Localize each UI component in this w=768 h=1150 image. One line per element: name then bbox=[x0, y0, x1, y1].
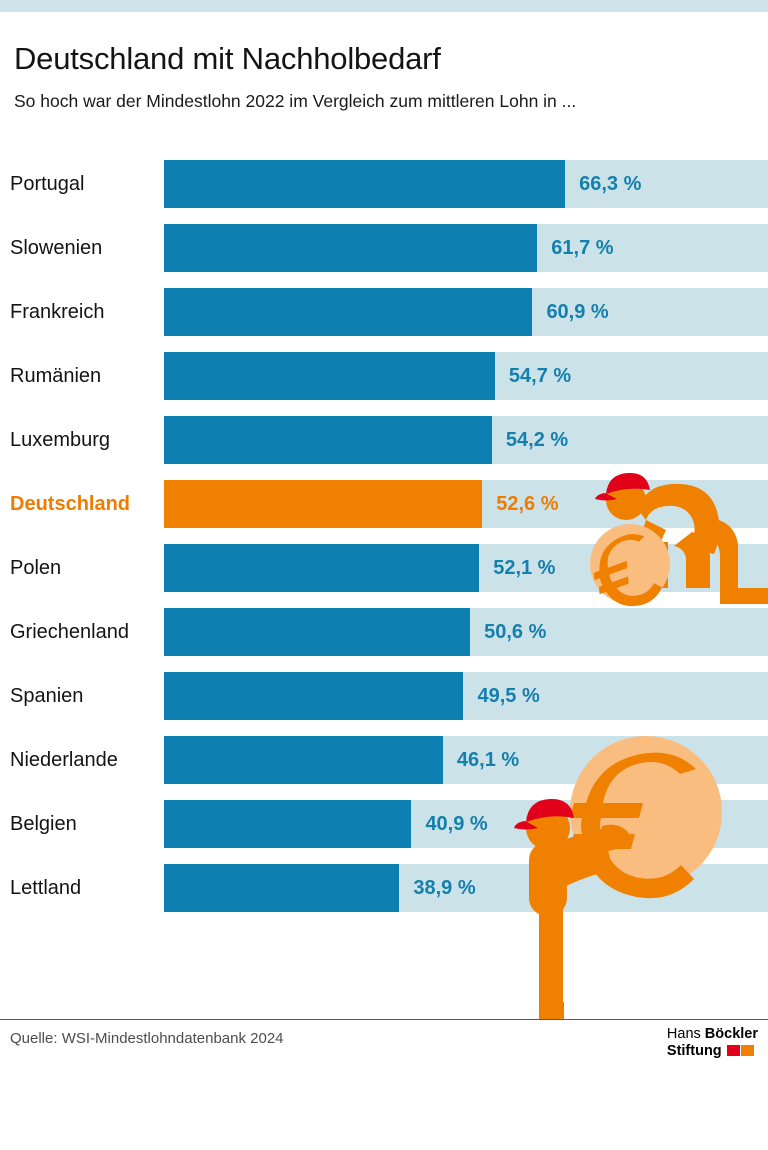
bar-value-label: 54,7 % bbox=[508, 365, 572, 387]
bar bbox=[164, 736, 443, 784]
bar-chart: Portugal 66,3 % Slowenien 61,7 % Frankreich 6… bbox=[0, 160, 768, 1000]
country-label: Belgien bbox=[10, 813, 77, 835]
chart-row: Portugal 66,3 % bbox=[0, 160, 768, 208]
bar-track: 54,2 % bbox=[164, 416, 768, 464]
bar-value-label: 38,9 % bbox=[413, 877, 476, 899]
logo-color-marks bbox=[726, 1042, 754, 1058]
chart-row: Polen 52,1 % bbox=[0, 544, 768, 592]
chart-row: Deutschland 52,6 % bbox=[0, 480, 768, 528]
country-label: Portugal bbox=[10, 173, 85, 195]
bar-value-label: 52,1 % bbox=[493, 557, 556, 579]
country-label: Slowenien bbox=[10, 237, 103, 259]
country-label: Lettland bbox=[10, 877, 82, 899]
bar bbox=[164, 672, 464, 720]
bar bbox=[164, 480, 483, 528]
bar-track: 60,9 % bbox=[164, 288, 768, 336]
bar-track: 50,6 % bbox=[164, 608, 768, 656]
country-label: Luxemburg bbox=[10, 429, 111, 451]
bar-track: 52,1 % bbox=[164, 544, 768, 592]
chart-row: Luxemburg 54,2 % bbox=[0, 416, 768, 464]
logo-boeckler-text: Böckler bbox=[704, 1026, 758, 1042]
logo-line-2: Stiftung bbox=[667, 1042, 758, 1059]
bar-track: 52,6 % bbox=[164, 480, 768, 528]
bar bbox=[164, 864, 400, 912]
country-label: Deutschland bbox=[10, 493, 131, 515]
bar-value-label: 60,9 % bbox=[546, 301, 609, 323]
logo-stiftung-text: Stiftung bbox=[666, 1043, 722, 1060]
footer-divider bbox=[0, 1019, 768, 1020]
country-label: Griechenland bbox=[10, 621, 129, 643]
chart-row: Slowenien 61,7 % bbox=[0, 224, 768, 272]
bar-track: 66,3 % bbox=[164, 160, 768, 208]
bar-value-label: 46,1 % bbox=[456, 749, 520, 771]
chart-row: Spanien 49,5 % bbox=[0, 672, 768, 720]
chart-row: Belgien 40,9 % bbox=[0, 800, 768, 848]
country-label: Niederlande bbox=[10, 749, 118, 771]
top-accent-band bbox=[0, 0, 768, 12]
bar-value-label: 40,9 % bbox=[425, 813, 488, 835]
logo-line-1: Hans Böckler bbox=[667, 1026, 758, 1042]
chart-row: Lettland 38,9 % bbox=[0, 864, 768, 912]
bar-track: 40,9 % bbox=[164, 800, 768, 848]
bar-value-label: 50,6 % bbox=[484, 621, 547, 643]
chart-row: Frankreich 60,9 % bbox=[0, 288, 768, 336]
page-subtitle: So hoch war der Mindestlohn 2022 im Verg… bbox=[14, 90, 577, 111]
country-label: Frankreich bbox=[10, 301, 105, 323]
bar bbox=[164, 352, 495, 400]
bar-value-label: 52,6 % bbox=[496, 493, 559, 515]
bar-track: 49,5 % bbox=[164, 672, 768, 720]
bar-track: 54,7 % bbox=[164, 352, 768, 400]
bar-value-label: 54,2 % bbox=[505, 429, 569, 451]
country-label: Polen bbox=[10, 557, 62, 579]
bar bbox=[164, 416, 492, 464]
bar bbox=[164, 160, 566, 208]
bar-track: 46,1 % bbox=[164, 736, 768, 784]
country-label: Rumänien bbox=[10, 365, 102, 387]
page-title: Deutschland mit Nachholbedarf bbox=[14, 41, 441, 76]
bar bbox=[164, 544, 480, 592]
logo-hans-text: Hans bbox=[666, 1026, 705, 1042]
bar bbox=[164, 224, 538, 272]
chart-row: Griechenland 50,6 % bbox=[0, 608, 768, 656]
bar-track: 38,9 % bbox=[164, 864, 768, 912]
bar-value-label: 49,5 % bbox=[477, 685, 540, 707]
footer-accent-tab bbox=[540, 1002, 564, 1019]
hans-boeckler-stiftung-logo: Hans Böckler Stiftung bbox=[667, 1026, 758, 1059]
header: Deutschland mit Nachholbedarf So hoch wa… bbox=[0, 12, 768, 112]
bar-value-label: 66,3 % bbox=[579, 173, 642, 195]
logo-orange-mark bbox=[740, 1044, 754, 1056]
logo-red-mark bbox=[726, 1044, 740, 1056]
chart-row: Rumänien 54,7 % bbox=[0, 352, 768, 400]
bar bbox=[164, 288, 533, 336]
bar bbox=[164, 608, 471, 656]
bar-value-label: 61,7 % bbox=[551, 237, 614, 259]
bar-track: 61,7 % bbox=[164, 224, 768, 272]
source-note: Quelle: WSI-Mindestlohndatenbank 2024 bbox=[10, 1030, 284, 1047]
country-label: Spanien bbox=[10, 685, 84, 707]
bar bbox=[164, 800, 412, 848]
chart-row: Niederlande 46,1 % bbox=[0, 736, 768, 784]
